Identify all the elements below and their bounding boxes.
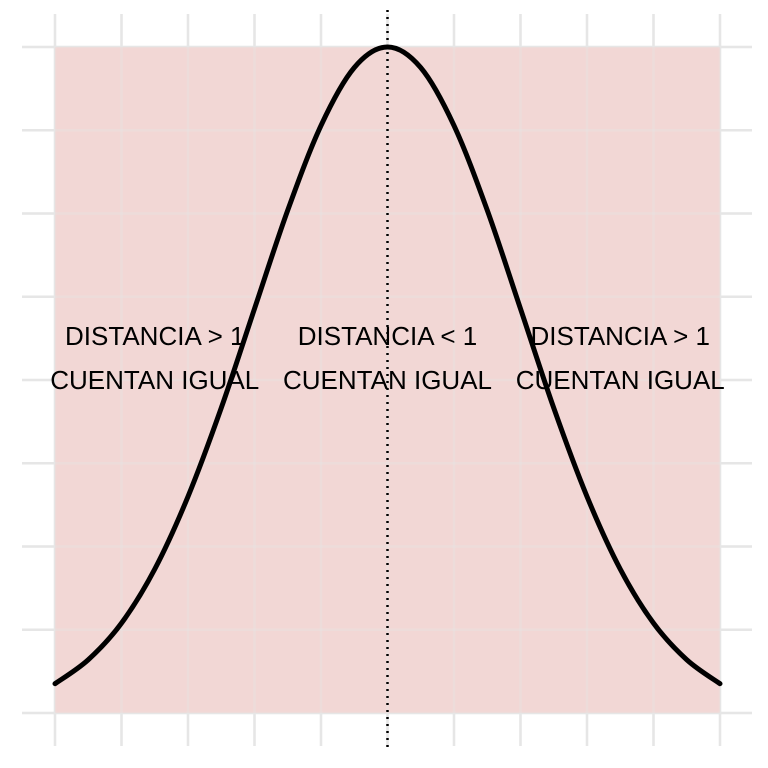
grid-overlay — [22, 14, 752, 746]
annotation-right: DISTANCIA > 1 CUENTAN IGUAL — [516, 321, 725, 395]
series-curve — [52, 44, 723, 687]
annotation-center-line-2: CUENTAN IGUAL — [283, 365, 492, 395]
annotation-left: DISTANCIA > 1 CUENTAN IGUAL — [50, 321, 259, 395]
annotation-right-line-1: DISTANCIA > 1 — [531, 321, 710, 351]
annotation-center: DISTANCIA < 1 CUENTAN IGUAL — [283, 321, 492, 395]
annotation-right-line-2: CUENTAN IGUAL — [516, 365, 725, 395]
annotation-left-line-2: CUENTAN IGUAL — [50, 365, 259, 395]
annotation-left-line-1: DISTANCIA > 1 — [65, 321, 244, 351]
annotation-center-line-1: DISTANCIA < 1 — [298, 321, 477, 351]
